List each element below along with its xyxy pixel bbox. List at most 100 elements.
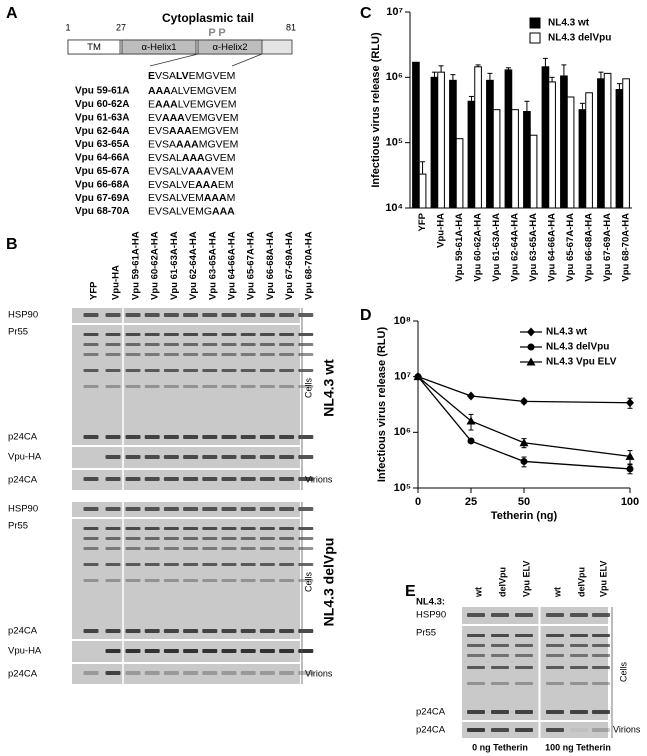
lane-label: Vpu 65-67A-HA bbox=[246, 231, 257, 300]
sequence-part: EV bbox=[148, 112, 162, 124]
lane-label: Vpu 66-68A-HA bbox=[265, 231, 276, 300]
band bbox=[163, 649, 179, 653]
band bbox=[546, 682, 564, 685]
sequence-part: EVS bbox=[148, 125, 169, 137]
bar bbox=[418, 173, 427, 209]
band bbox=[298, 455, 314, 459]
domain-box bbox=[121, 39, 197, 55]
band bbox=[183, 343, 199, 346]
marker bbox=[527, 327, 535, 337]
band bbox=[240, 343, 256, 346]
band bbox=[570, 682, 588, 685]
band bbox=[163, 385, 179, 388]
band bbox=[183, 527, 199, 530]
row-label: Pr55 bbox=[8, 521, 28, 532]
band bbox=[105, 435, 121, 439]
band bbox=[202, 579, 218, 582]
band bbox=[279, 343, 295, 346]
band bbox=[592, 634, 610, 637]
zoom-line bbox=[231, 53, 263, 67]
band bbox=[144, 455, 160, 459]
band bbox=[546, 666, 564, 669]
band bbox=[144, 385, 160, 388]
marker bbox=[520, 457, 528, 465]
band bbox=[105, 527, 121, 530]
legend-swatch bbox=[529, 32, 541, 44]
band bbox=[83, 333, 99, 336]
sequence-part: ALVEMGVEM bbox=[171, 85, 237, 97]
y-tick-label: 10⁴ bbox=[385, 202, 403, 214]
band bbox=[105, 547, 121, 550]
x-tick-label: Vpu-HA bbox=[435, 213, 446, 248]
mutant-name: Vpu 61-63A bbox=[75, 112, 129, 123]
band bbox=[163, 343, 179, 346]
band bbox=[144, 477, 160, 481]
domain-label: α-Helix2 bbox=[212, 42, 247, 53]
cells-label: Cells bbox=[618, 662, 628, 683]
band bbox=[105, 507, 121, 511]
sequence: EVSALVEAAAEM bbox=[148, 179, 234, 191]
gel-strip bbox=[462, 607, 608, 624]
band bbox=[592, 654, 610, 657]
bar bbox=[467, 100, 476, 209]
band bbox=[515, 654, 533, 657]
band bbox=[83, 385, 99, 388]
band bbox=[202, 455, 218, 459]
band bbox=[570, 710, 588, 714]
sequence: EVSALVEMAAAM bbox=[148, 192, 235, 204]
band bbox=[240, 629, 256, 633]
band bbox=[183, 671, 199, 675]
band bbox=[144, 649, 160, 653]
x-tick-label: 0 bbox=[415, 496, 421, 508]
band bbox=[125, 537, 141, 540]
virions-label: Virions bbox=[305, 474, 333, 484]
y-tick-label: 10⁵ bbox=[394, 482, 411, 494]
band bbox=[546, 654, 564, 657]
band bbox=[125, 353, 141, 356]
band bbox=[279, 507, 295, 511]
row-label: HSP90 bbox=[8, 504, 38, 515]
band bbox=[491, 613, 509, 617]
band bbox=[592, 613, 610, 617]
sequence-part: EVSALVEM bbox=[148, 192, 204, 204]
bar bbox=[511, 109, 519, 209]
lane-label: YFP bbox=[89, 281, 100, 300]
panel-label: C bbox=[360, 5, 372, 22]
sequence-part: EVSALV bbox=[148, 165, 188, 177]
lane-label: Vpu 59-61A-HA bbox=[131, 231, 142, 300]
row-label: Vpu-HA bbox=[8, 646, 42, 657]
marker bbox=[466, 416, 476, 425]
band bbox=[298, 435, 314, 439]
band bbox=[240, 435, 256, 439]
y-tick-label: 10⁸ bbox=[394, 315, 411, 327]
band bbox=[144, 435, 160, 439]
band bbox=[298, 313, 314, 317]
band bbox=[105, 563, 121, 566]
band bbox=[163, 477, 179, 481]
band bbox=[83, 563, 99, 566]
sequence: EVSALVEMGAAA bbox=[148, 205, 235, 217]
band bbox=[298, 527, 314, 530]
band bbox=[467, 728, 485, 732]
sequence-part: E bbox=[148, 98, 155, 110]
band bbox=[491, 682, 509, 685]
row-label: Pr55 bbox=[416, 628, 436, 639]
row-label: p24CA bbox=[8, 669, 38, 680]
group-label: NL4.3 wt bbox=[321, 359, 337, 417]
row-label: p24CA bbox=[416, 707, 446, 718]
band bbox=[125, 455, 141, 459]
band bbox=[259, 333, 275, 336]
sequence-part: EVSALVEMG bbox=[148, 205, 212, 217]
x-tick-label: 25 bbox=[465, 496, 477, 508]
band bbox=[183, 629, 199, 633]
sequence-part: AAA bbox=[204, 192, 227, 204]
band bbox=[202, 507, 218, 511]
band bbox=[105, 333, 121, 336]
band bbox=[259, 477, 275, 481]
mutant-name: Vpu 64-66A bbox=[75, 153, 129, 164]
band bbox=[515, 682, 533, 685]
band bbox=[221, 353, 237, 356]
band bbox=[570, 613, 588, 617]
bar bbox=[455, 138, 464, 209]
band bbox=[259, 547, 275, 550]
